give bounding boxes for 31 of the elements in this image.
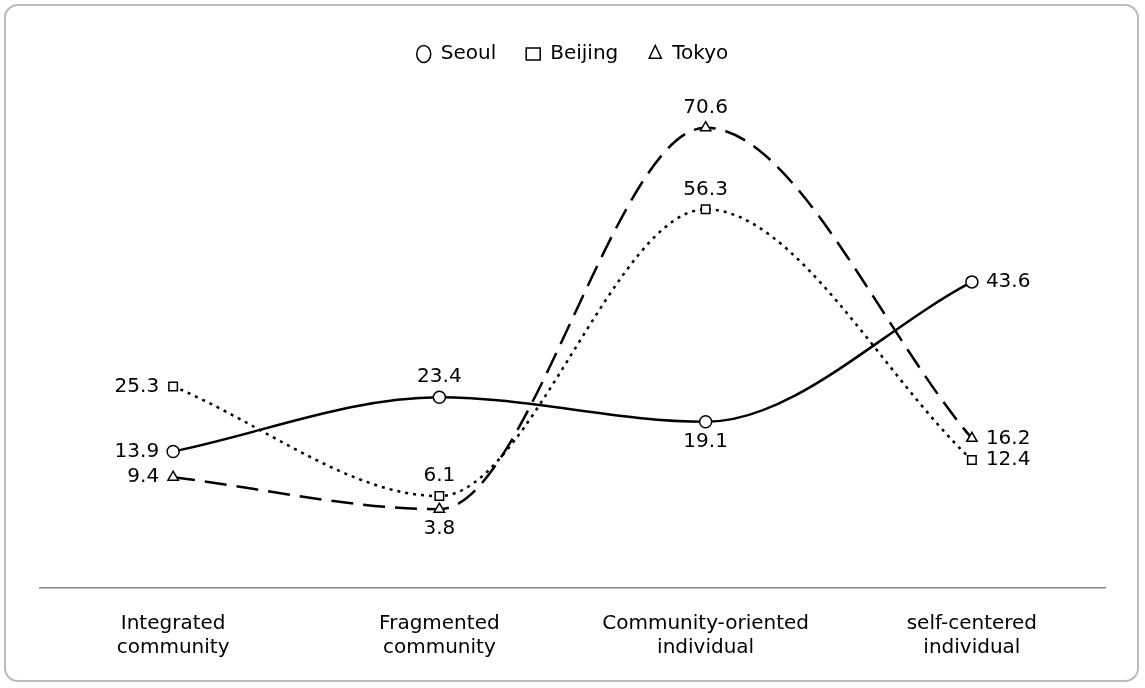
point (434, 491, 445, 502)
data-label: 12.4 (985, 446, 1031, 471)
point (965, 275, 979, 289)
data-label: 25.3 (114, 372, 160, 397)
data-label: 56.3 (683, 175, 728, 200)
data-label: 23.4 (417, 363, 462, 388)
x-tick-label: Fragmented community (379, 610, 500, 659)
x-tick-label: Community-oriented individual (602, 610, 810, 659)
point (966, 455, 977, 466)
point (433, 502, 446, 513)
point (167, 470, 180, 481)
point (698, 415, 713, 429)
point (168, 381, 179, 392)
x-tick-label: Integrated community (116, 610, 230, 659)
data-label: 19.1 (683, 428, 728, 453)
data-label: 70.6 (683, 93, 728, 118)
data-label: 43.6 (985, 268, 1031, 293)
data-label: 3.8 (423, 515, 456, 540)
point (700, 204, 711, 215)
legend-label: Tokyo (671, 40, 729, 65)
data-label: 6.1 (423, 462, 456, 487)
point (166, 444, 180, 459)
point (699, 120, 712, 132)
x-tick-label: self-centered individual (906, 610, 1038, 659)
legend-label: Seoul (440, 40, 497, 65)
data-label: 13.9 (114, 437, 160, 462)
data-label: 16.2 (985, 424, 1031, 449)
point (965, 431, 978, 443)
point (432, 390, 447, 404)
legend-label: Beijing (550, 40, 619, 65)
data-label: 9.4 (127, 463, 160, 488)
